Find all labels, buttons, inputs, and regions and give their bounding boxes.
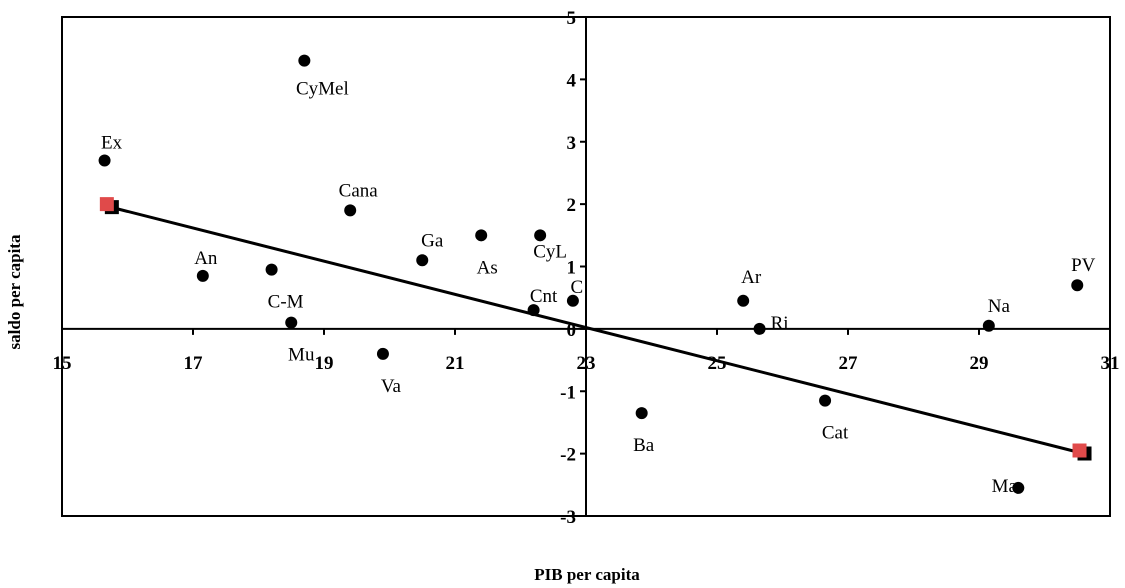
data-point-label: Ex xyxy=(101,132,123,153)
y-tick-label: 3 xyxy=(567,133,577,154)
data-point-label: PV xyxy=(1071,255,1096,276)
data-point xyxy=(196,269,209,282)
trend-endpoint-marker xyxy=(1072,443,1087,458)
data-point xyxy=(527,304,540,317)
y-tick-label: 5 xyxy=(567,8,577,29)
y-tick-label: -2 xyxy=(560,445,576,466)
y-tick-label: 1 xyxy=(567,258,577,279)
data-point xyxy=(819,394,832,407)
data-point xyxy=(416,254,429,267)
data-point-label: CyMel xyxy=(296,79,349,100)
data-point xyxy=(1071,279,1084,292)
data-point-label: Ri xyxy=(771,313,789,334)
data-point-label: CyL xyxy=(533,241,567,262)
x-tick-label: 15 xyxy=(53,353,72,374)
trend-endpoint-marker xyxy=(99,197,114,212)
data-point xyxy=(98,154,111,167)
y-tick-label: -3 xyxy=(560,507,576,528)
y-tick-label: 4 xyxy=(567,70,577,91)
x-tick-label: 19 xyxy=(315,353,334,374)
data-point-label: C xyxy=(571,277,584,298)
data-point xyxy=(635,407,648,420)
data-point-label: Va xyxy=(381,376,402,397)
trend-line xyxy=(110,205,1085,456)
data-point-label: Ga xyxy=(421,230,444,251)
y-axis-title: saldo per capita xyxy=(5,234,24,349)
data-point-label: Cat xyxy=(822,423,849,444)
points-layer xyxy=(98,54,1084,494)
data-point-label: Na xyxy=(988,296,1011,317)
data-point-label: As xyxy=(477,257,498,278)
data-point-label: Ma xyxy=(992,476,1018,497)
y-tick-label: 2 xyxy=(567,195,577,216)
data-point xyxy=(1012,481,1025,494)
x-axis-title: PIB per capita xyxy=(534,565,640,584)
data-point-label: C-M xyxy=(268,292,304,313)
data-point xyxy=(753,322,766,335)
data-point-label: Ba xyxy=(633,435,655,456)
x-tick-label: 23 xyxy=(577,353,596,374)
x-tick-label: 21 xyxy=(446,353,465,374)
data-point xyxy=(376,347,389,360)
data-point xyxy=(982,319,995,332)
x-tick-label: 29 xyxy=(970,353,989,374)
trend-layer xyxy=(99,197,1092,461)
data-point xyxy=(737,294,750,307)
x-tick-label: 27 xyxy=(839,353,859,374)
y-tick-label: 0 xyxy=(567,320,577,341)
data-point xyxy=(534,229,547,242)
data-point xyxy=(344,204,357,217)
data-point xyxy=(298,54,311,67)
data-point xyxy=(566,294,579,307)
data-point-label: Ar xyxy=(741,267,762,288)
data-point-label: Cnt xyxy=(530,286,558,307)
labels-layer: Ex CyMel Cana An C-M Mu Va Ga As CyL Cnt C Ba Ar Ri Cat… xyxy=(101,79,1096,497)
data-point xyxy=(475,229,488,242)
y-tick-label: -1 xyxy=(560,382,576,403)
data-point xyxy=(265,263,278,276)
x-tick-label: 17 xyxy=(184,353,204,374)
data-point-label: An xyxy=(194,248,218,269)
data-point-label: Cana xyxy=(339,180,379,201)
x-tick-label: 31 xyxy=(1101,353,1120,374)
data-point xyxy=(285,316,298,329)
data-point-label: Mu xyxy=(288,345,315,366)
